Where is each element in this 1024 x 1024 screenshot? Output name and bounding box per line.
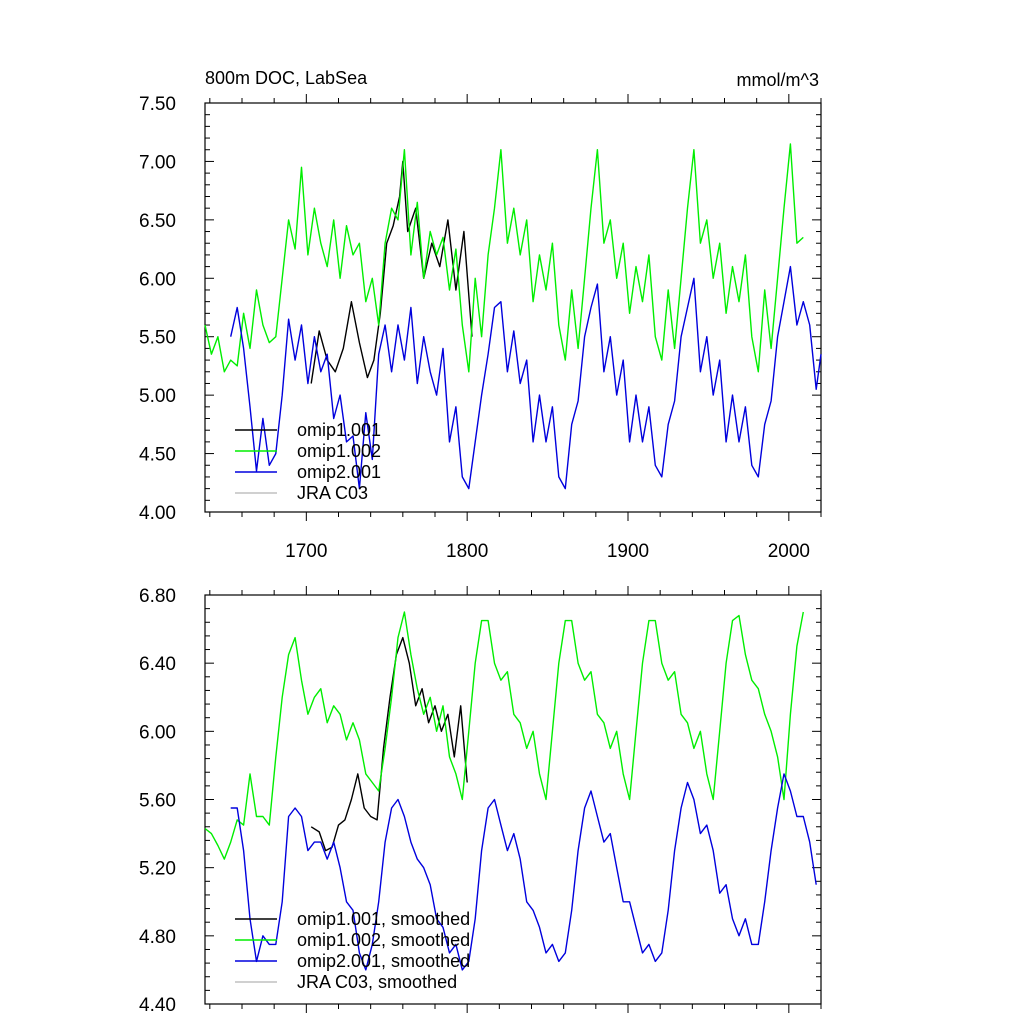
legend-label: omip2.001, smoothed [297,951,470,971]
x-tick-label: 1800 [446,541,488,562]
x-tick-label: 2000 [768,541,810,562]
legend-label: JRA C03 [297,483,368,503]
y-tick-label: 5.00 [139,386,176,407]
legend-label: omip1.002, smoothed [297,930,470,950]
top-panel: 800m DOC, LabSea mmol/m^3 4.00 4.50 5.00 5.50… [139,68,822,562]
y-tick-label: 6.80 [139,586,176,607]
series-line-omip2-001-smoothed [230,773,817,971]
y-tick-label: 4.50 [139,445,176,466]
y-tick-label: 4.00 [139,503,176,524]
legend-label: omip1.001, smoothed [297,909,470,929]
y-tick-label: 5.50 [139,328,176,349]
y-tick-label: 6.00 [139,269,176,290]
legend-label: JRA C03, smoothed [297,972,457,992]
x-tick-label: 1700 [285,541,327,562]
y-tick-label: 6.00 [139,722,176,743]
y-tick-label: 6.50 [139,211,176,232]
legend-label: omip2.001 [297,462,381,482]
y-tick-label: 6.40 [139,654,176,675]
y-tick-label: 4.80 [139,927,176,948]
plot-frame [204,102,822,513]
series-line-omip1-001 [310,160,473,384]
legend-label: omip1.002 [297,441,381,461]
y-tick-label: 5.20 [139,859,176,880]
series-line-omip2-001 [230,265,822,490]
y-tick-label: 7.00 [139,152,176,173]
chart-title: 800m DOC, LabSea [205,68,368,88]
units-label: mmol/m^3 [737,70,819,90]
x-tick-label: 1900 [607,541,649,562]
y-tick-label: 4.40 [139,995,176,1016]
y-tick-label: 7.50 [139,94,176,115]
series-line-omip1-002-smoothed [204,611,804,860]
series-line-omip1-001-smoothed [310,636,468,852]
legend-label: omip1.001 [297,420,381,440]
bottom-panel: 4.40 4.80 5.20 5.60 6.00 6.40 6.80 omip1.001, s… [139,586,822,1016]
series-line-omip1-002 [204,143,804,373]
y-tick-label: 5.60 [139,791,176,812]
